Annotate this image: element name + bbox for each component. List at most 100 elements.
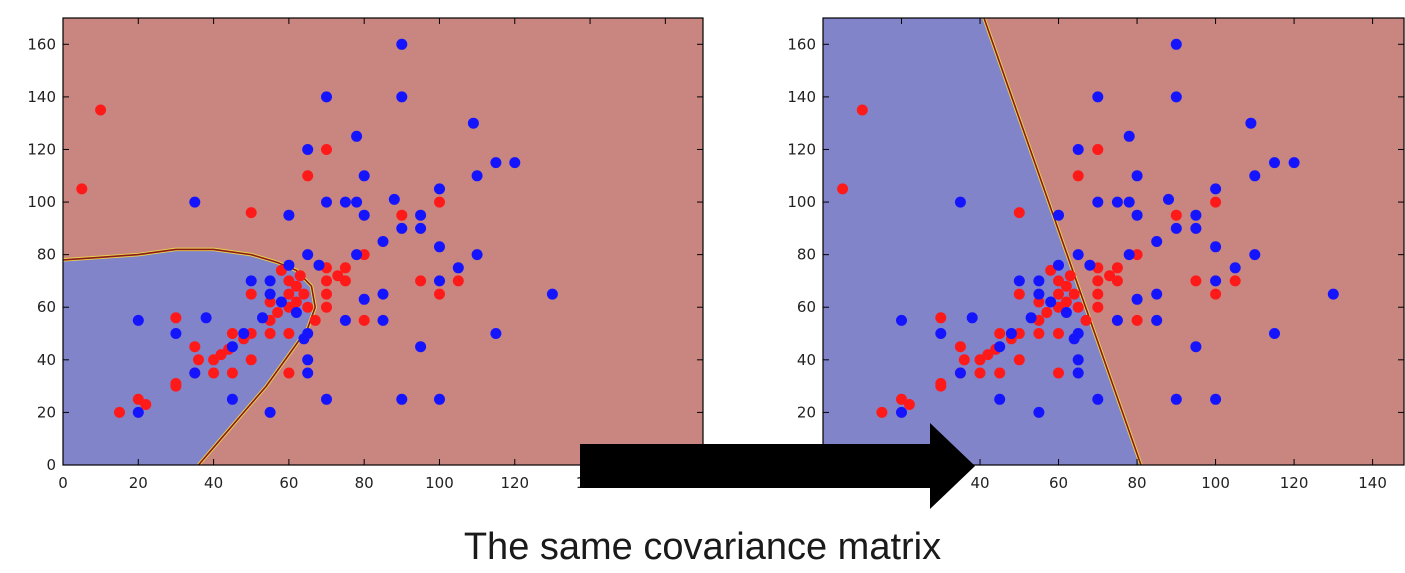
- blue-data-point: [283, 259, 295, 271]
- red-data-point: [1072, 170, 1084, 182]
- red-data-point: [1170, 209, 1182, 221]
- y-tick-label: 100: [787, 193, 816, 211]
- blue-data-point: [935, 328, 947, 339]
- blue-data-point: [170, 328, 182, 339]
- blue-data-point: [1123, 249, 1135, 261]
- blue-data-point: [1170, 222, 1182, 234]
- blue-data-point: [302, 367, 314, 379]
- x-tick-label: 140: [1358, 474, 1387, 492]
- blue-data-point: [1210, 241, 1222, 253]
- blue-data-point: [1170, 91, 1182, 103]
- blue-data-point: [1210, 183, 1222, 195]
- blue-data-point: [1025, 312, 1037, 324]
- blue-data-point: [1151, 288, 1163, 300]
- red-data-point: [290, 280, 302, 292]
- blue-data-point: [396, 222, 408, 234]
- red-data-point: [1064, 270, 1076, 282]
- x-tick-label: 20: [129, 474, 148, 492]
- blue-data-point: [1053, 209, 1064, 221]
- red-data-point: [935, 378, 947, 389]
- y-tick-label: 140: [787, 88, 816, 106]
- region-blue-decision: [63, 249, 316, 465]
- red-data-point: [321, 288, 332, 300]
- red-data-point: [294, 270, 306, 282]
- blue-data-point: [434, 241, 445, 253]
- blue-data-point: [1249, 170, 1261, 182]
- red-data-point: [974, 354, 986, 366]
- blue-data-point: [1190, 209, 1202, 221]
- blue-data-point: [1210, 275, 1222, 287]
- x-tick-label: 0: [58, 474, 68, 492]
- blue-data-point: [490, 328, 502, 339]
- blue-data-point: [1288, 157, 1300, 169]
- blue-data-point: [1084, 259, 1096, 271]
- red-data-point: [434, 196, 445, 208]
- blue-data-point: [954, 367, 966, 379]
- blue-data-point: [200, 312, 212, 324]
- red-data-point: [1092, 288, 1104, 300]
- red-data-point: [1131, 249, 1143, 261]
- y-tick-label: 120: [787, 140, 816, 158]
- blue-data-point: [1190, 341, 1202, 353]
- blue-data-point: [509, 157, 521, 169]
- red-data-point: [358, 249, 370, 261]
- red-data-point: [1092, 144, 1104, 155]
- blue-data-point: [396, 91, 408, 103]
- blue-data-point: [302, 144, 314, 155]
- arrow-right-icon: [580, 423, 975, 509]
- y-tick-label: 80: [37, 246, 56, 264]
- blue-data-point: [1123, 130, 1135, 142]
- red-data-point: [290, 296, 302, 308]
- blue-data-point: [1327, 288, 1339, 300]
- red-data-point: [1053, 275, 1064, 287]
- red-data-point: [1033, 328, 1045, 339]
- blue-data-point: [994, 341, 1006, 353]
- blue-data-point: [351, 196, 363, 208]
- y-tick-label: 20: [37, 403, 56, 421]
- caption-text: The same covariance matrix: [463, 526, 942, 568]
- x-tick-label: 120: [1280, 474, 1309, 492]
- red-data-point: [193, 354, 204, 366]
- red-data-point: [856, 104, 868, 116]
- blue-data-point: [452, 262, 464, 274]
- red-data-point: [339, 275, 351, 287]
- blue-data-point: [377, 236, 389, 247]
- red-data-point: [76, 183, 88, 195]
- blue-data-point: [264, 288, 276, 300]
- blue-data-point: [1013, 275, 1025, 287]
- blue-data-point: [1123, 196, 1135, 208]
- blue-data-point: [1210, 393, 1222, 405]
- blue-data-point: [321, 196, 332, 208]
- red-data-point: [1068, 288, 1080, 300]
- blue-data-point: [132, 314, 144, 326]
- red-data-point: [896, 393, 907, 405]
- red-data-point: [1053, 367, 1064, 379]
- red-data-point: [1013, 207, 1025, 219]
- blue-data-point: [339, 314, 351, 326]
- red-data-point: [226, 328, 238, 339]
- blue-data-point: [415, 222, 427, 234]
- red-data-point: [1041, 307, 1053, 318]
- red-data-point: [982, 349, 994, 361]
- y-tick-label: 40: [37, 351, 56, 369]
- red-data-point: [272, 307, 284, 318]
- blue-data-point: [954, 196, 966, 208]
- red-data-point: [283, 367, 295, 379]
- blue-data-point: [1072, 144, 1084, 155]
- data-points: [76, 38, 558, 418]
- y-tick-label: 160: [787, 35, 816, 53]
- blue-data-point: [1111, 196, 1123, 208]
- x-tick-label: 60: [1049, 474, 1068, 492]
- red-data-point: [974, 367, 986, 379]
- red-data-point: [226, 367, 238, 379]
- red-data-point: [1131, 314, 1143, 326]
- blue-data-point: [321, 91, 332, 103]
- y-tick-label: 20: [797, 403, 816, 421]
- red-data-point: [1060, 280, 1072, 292]
- blue-data-point: [1131, 170, 1143, 182]
- red-data-point: [283, 328, 295, 339]
- y-tick-label: 60: [797, 298, 816, 316]
- blue-data-point: [434, 393, 445, 405]
- plot-frame: [822, 17, 1405, 466]
